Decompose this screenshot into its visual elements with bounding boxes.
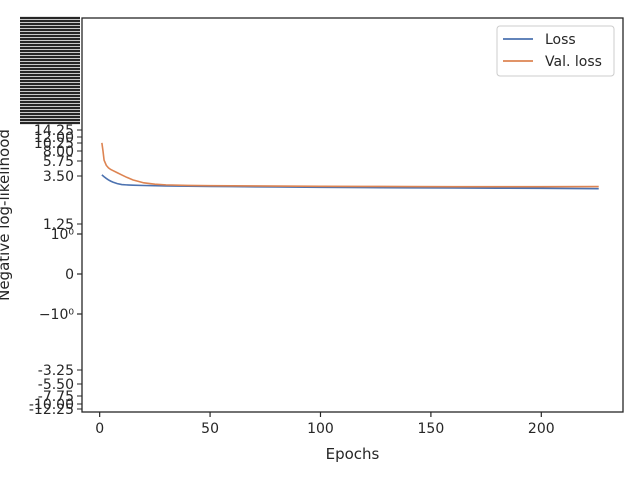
x-tick-label: 0 [95,421,104,437]
legend: Loss Val. loss [496,25,615,77]
x-tick-label: 200 [528,421,555,437]
legend-label: Val. loss [545,54,602,70]
y-overlay-tick-label: 5.75 [43,154,74,170]
plot-frame [81,17,624,413]
y-overlay-tick-label: 1.25 [43,217,74,233]
y-tick-label: −10⁰ [39,307,75,323]
y-overlay-tick-label: -10.00 [29,397,74,413]
y-overlay-tick-label: -12.25 [29,402,74,418]
y-tick-label: 10⁰ [51,227,75,243]
y-overlay-tick-label: -7.75 [38,389,74,405]
x-axis: 0 50 100 150 200 [95,412,555,437]
legend-label: Loss [545,32,576,48]
series-line-0 [101,174,599,190]
x-tick-label: 100 [307,421,334,437]
y-axis-title: Negative log-likelihood [0,129,13,301]
y-overlay-tick-label: -5.50 [38,377,74,393]
x-tick-label: 50 [201,421,219,437]
y-overlay-tick-label: 3.50 [43,169,74,185]
x-axis-title: Epochs [326,445,380,463]
plot-border [81,17,624,413]
series-layer [101,142,599,190]
x-tick-label: 150 [418,421,445,437]
y-overlay-tick-label: 12.00 [34,130,74,146]
series-line-1 [101,142,599,188]
y-overlay-tick-label: 14.25 [34,123,74,139]
y-tick-label: 0 [65,267,74,283]
y-tick-clutter [20,16,80,125]
y-overlay-tick-label: -3.25 [38,363,74,379]
y-overlay-tick-label: 8.00 [43,144,74,160]
y-overlay-tick-label: 10.25 [34,136,74,152]
